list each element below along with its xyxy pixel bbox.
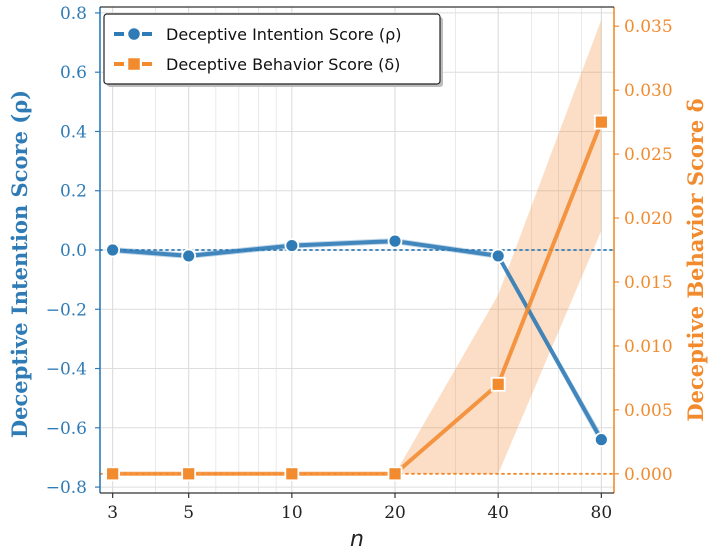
x-tick-label: 80 <box>591 503 613 523</box>
intention-point <box>284 238 300 253</box>
left-tick-label: 0.2 <box>60 182 87 202</box>
left-tick-label: −0.4 <box>46 360 87 380</box>
series-line-behavior <box>112 121 604 476</box>
left-tick-label: 0.8 <box>60 4 87 24</box>
intention-point <box>387 233 403 249</box>
right-tick-label: 0.000 <box>624 465 673 485</box>
left-tick-label: −0.2 <box>46 300 87 320</box>
legend-box <box>103 13 441 85</box>
legend-marker-behavior <box>126 56 142 72</box>
left-tick-label: 0.6 <box>60 63 87 83</box>
series-markers <box>105 114 609 482</box>
x-axis-label: n <box>350 527 364 552</box>
x-tick-label: 20 <box>384 503 406 523</box>
right-tick-label: 0.015 <box>624 273 673 293</box>
behavior-point <box>181 466 197 482</box>
intention-point <box>490 248 506 264</box>
x-tick-label: 10 <box>281 503 303 523</box>
confidence-band-behavior <box>112 19 602 474</box>
legend-label-behavior: Deceptive Behavior Score (δ) <box>166 55 400 74</box>
confidence-bands <box>112 19 602 474</box>
series-lines <box>112 121 604 476</box>
x-tick-label: 3 <box>107 503 118 523</box>
behavior-point <box>490 376 506 392</box>
right-tick-label: 0.005 <box>624 401 673 421</box>
behavior-point <box>387 466 403 482</box>
left-tick-label: −0.6 <box>46 419 87 439</box>
intention-point <box>105 242 121 258</box>
intention-point <box>181 248 197 264</box>
axis-labels: n Deceptive Intention Score (ρ) Deceptiv… <box>7 90 708 552</box>
axes: 0.8 0.6 0.4 0.2 0.0 −0.2 −0.4 −0.6 −0.8 0.035 0.03… <box>46 4 673 523</box>
x-tick-label: 5 <box>183 503 194 523</box>
behavior-point <box>284 466 300 482</box>
series-line-intention <box>112 239 604 441</box>
left-tick-label: −0.8 <box>46 478 87 498</box>
right-tick-label: 0.020 <box>624 209 673 229</box>
behavior-point <box>105 466 121 482</box>
x-tick-label: 40 <box>487 503 509 523</box>
right-tick-label: 0.025 <box>624 145 673 165</box>
legend-marker-intention <box>126 26 142 42</box>
intention-point <box>593 432 609 448</box>
legend: Deceptive Intention Score (ρ) Deceptive B… <box>103 13 443 87</box>
legend-label-intention: Deceptive Intention Score (ρ) <box>166 25 401 44</box>
behavior-point <box>593 114 609 130</box>
left-tick-label: 0.0 <box>60 241 87 261</box>
right-tick-label: 0.030 <box>624 81 673 101</box>
left-axis-label: Deceptive Intention Score (ρ) <box>7 90 32 438</box>
right-axis-label: Deceptive Behavior Score δ <box>683 98 708 421</box>
right-tick-label: 0.035 <box>624 17 673 37</box>
left-tick-label: 0.4 <box>60 122 87 142</box>
right-tick-label: 0.010 <box>624 337 673 357</box>
